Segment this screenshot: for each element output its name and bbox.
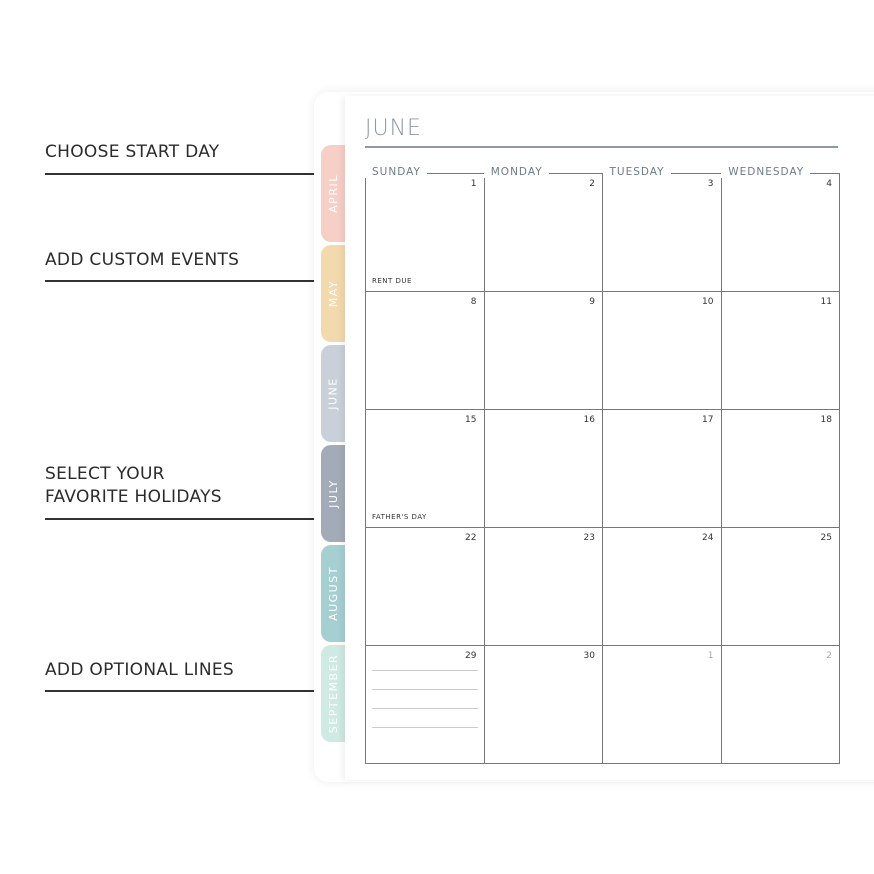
day-cell[interactable]: 1: [603, 645, 722, 763]
day-cell[interactable]: 4: [721, 173, 840, 291]
day-number: 2: [826, 651, 832, 661]
day-number: 17: [702, 415, 714, 425]
annotation-holidays-line2: FAVORITE HOLIDAYS: [45, 487, 222, 507]
day-cell[interactable]: 9: [484, 291, 603, 409]
day-event: RENT DUE: [372, 277, 412, 285]
day-cell[interactable]: 15 FATHER'S DAY: [366, 409, 485, 527]
annotation-custom-events: ADD CUSTOM EVENTS: [45, 250, 240, 270]
day-cell[interactable]: 30: [484, 645, 603, 763]
day-number: 10: [702, 297, 714, 307]
day-cell[interactable]: 10: [603, 291, 722, 409]
weekday-header: MONDAY: [483, 166, 549, 178]
day-number: 9: [589, 297, 595, 307]
day-cell[interactable]: 2: [484, 173, 603, 291]
day-number: 1: [470, 179, 477, 189]
day-number: 23: [583, 533, 595, 543]
day-number: 18: [820, 415, 832, 425]
day-cell[interactable]: 25: [721, 527, 840, 645]
day-event: FATHER'S DAY: [372, 513, 427, 521]
annotation-line: [45, 280, 355, 282]
month-tab-label: SEPTEMBER: [327, 653, 340, 734]
day-cell[interactable]: 24: [603, 527, 722, 645]
day-number: 30: [583, 651, 595, 661]
optional-line: [372, 727, 478, 728]
day-number: 24: [702, 533, 714, 543]
day-cell[interactable]: 1 RENT DUE: [366, 173, 485, 291]
month-tab-june[interactable]: JUNE: [321, 345, 346, 442]
day-number: 2: [589, 179, 595, 189]
annotation-holidays: SELECT YOUR FAVORITE HOLIDAYS: [45, 463, 222, 509]
month-tab-label: AUGUST: [327, 566, 341, 621]
day-cell[interactable]: 11: [721, 291, 840, 409]
optional-line: [372, 670, 478, 671]
day-cell[interactable]: 23: [484, 527, 603, 645]
month-tab-july[interactable]: JULY: [321, 445, 346, 542]
day-cell[interactable]: 29: [366, 645, 485, 763]
annotation-line: [45, 690, 355, 692]
month-tab-august[interactable]: AUGUST: [321, 545, 346, 642]
annotation-line: [45, 173, 355, 175]
annotation-holidays-line1: SELECT YOUR: [45, 464, 165, 484]
day-number: 8: [470, 297, 477, 307]
day-cell[interactable]: 22: [366, 527, 485, 645]
day-number: 4: [826, 179, 832, 189]
day-number: 29: [465, 651, 477, 661]
optional-line: [372, 689, 478, 690]
day-cell[interactable]: 16: [484, 409, 603, 527]
month-tab-label: APRIL: [327, 174, 340, 213]
optional-line: [372, 708, 478, 709]
month-tab-april[interactable]: APRIL: [321, 145, 346, 242]
weekday-header: WEDNESDAY: [721, 166, 811, 178]
month-title: JUNE: [365, 116, 422, 141]
month-tab-label: JUNE: [327, 377, 341, 410]
weekday-header: TUESDAY: [602, 166, 671, 178]
month-tab-label: JULY: [327, 479, 340, 508]
annotation-line: [45, 518, 355, 520]
weekday-header: SUNDAY: [365, 166, 427, 178]
month-tab-september[interactable]: SEPTEMBER: [321, 645, 346, 742]
day-number: 16: [583, 415, 595, 425]
day-cell[interactable]: 17: [603, 409, 722, 527]
day-number: 15: [465, 415, 477, 425]
annotation-optional-lines: ADD OPTIONAL LINES: [45, 660, 234, 680]
day-number: 3: [707, 179, 714, 189]
day-cell[interactable]: 8: [366, 291, 485, 409]
calendar-grid: 1 RENT DUE 2 3 4 8 9 10 11 15 FATHER'S DAY 16 17 18 22…: [365, 173, 840, 764]
day-cell[interactable]: 18: [721, 409, 840, 527]
day-cell[interactable]: 2: [721, 645, 840, 763]
day-number: 25: [820, 533, 832, 543]
title-underline: [365, 146, 838, 148]
day-number: 22: [465, 533, 477, 543]
day-number: 11: [820, 297, 832, 307]
month-tab-label: MAY: [327, 279, 341, 308]
day-cell[interactable]: 3: [603, 173, 722, 291]
month-tab-may[interactable]: MAY: [321, 245, 346, 342]
annotation-start-day: CHOOSE START DAY: [45, 142, 220, 162]
day-number: 1: [707, 651, 714, 661]
